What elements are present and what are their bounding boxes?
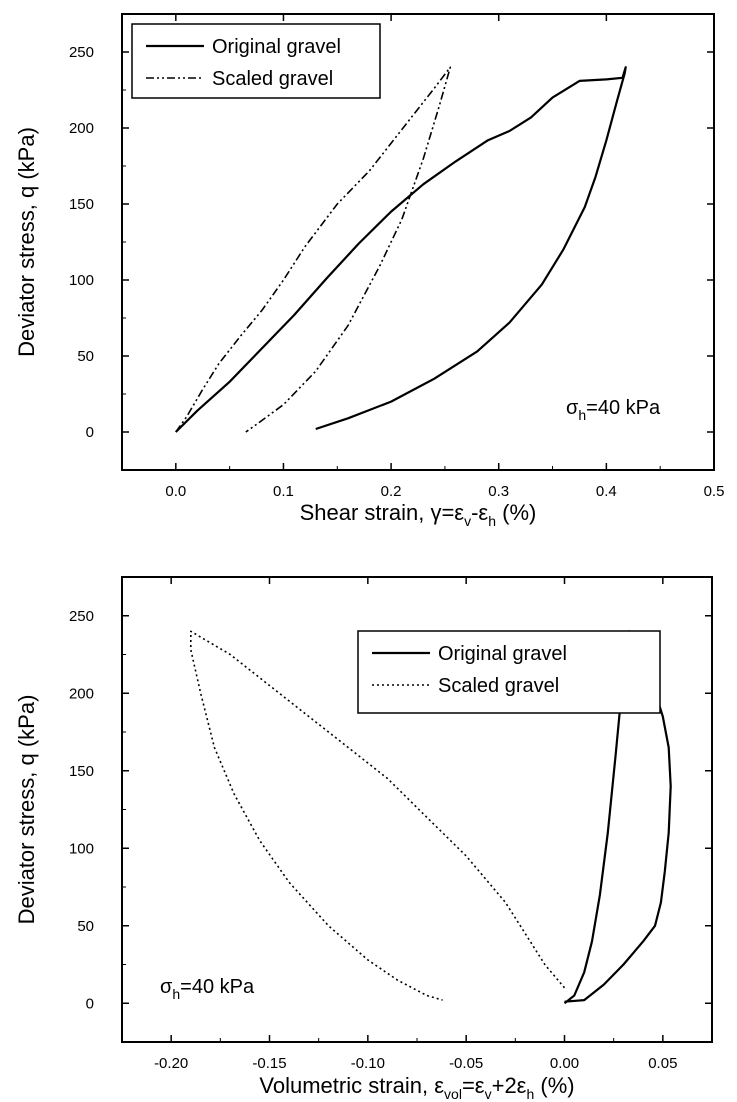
series-line-2 (190, 630, 566, 1001)
y-axis-title: Deviator stress, q (kPa) (14, 127, 39, 357)
x-axis-title-text: +2ε (492, 1073, 527, 1098)
x-tick-label: 0.0 (165, 483, 186, 500)
y-tick-label: 150 (69, 763, 94, 780)
x-axis-title: Shear strain, γ=εv-εh (%) (300, 500, 537, 529)
chart-bottom: -0.20 -0.15 -0.10 -0.05 0.00 0.05 0 50 100 150 200… (14, 576, 713, 1102)
annot-rest: =40 kPa (586, 397, 661, 419)
y-tick-label: 50 (77, 918, 94, 935)
chart-top: 0.0 0.1 0.2 0.3 0.4 0.5 0 50 100 150 200 250 Origina… (14, 13, 725, 529)
legend-box (357, 630, 661, 714)
legend-label-2: Scaled gravel (438, 675, 559, 697)
legend-label-1: Original gravel (438, 643, 567, 665)
x-axis-title-subscript: v (464, 513, 471, 529)
annot-sub: h (172, 986, 180, 1002)
y-axis-title: Deviator stress, q (kPa) (14, 695, 39, 925)
x-tick-label: 0.00 (550, 1055, 579, 1072)
x-axis-title-text: (%) (496, 500, 536, 525)
annot-main: σ (160, 976, 173, 998)
legend-label-2: Scaled gravel (212, 68, 333, 90)
x-tick-label: 0.1 (273, 483, 294, 500)
legend-label-1: Original gravel (212, 36, 341, 58)
x-tick-label: -0.10 (351, 1055, 385, 1072)
series-line-2 (175, 66, 452, 433)
y-tick-label: 100 (69, 272, 94, 289)
chart-bottom-plot: -0.20 -0.15 -0.10 -0.05 0.00 0.05 0 50 100 150 200… (14, 576, 713, 1102)
x-axis-title-text: Shear strain, γ=ε (300, 500, 465, 525)
x-tick-label: 0.05 (648, 1055, 677, 1072)
y-tick-label: 0 (86, 424, 94, 441)
x-axis-title-subscript: v (485, 1086, 492, 1102)
y-tick-label: 250 (69, 44, 94, 61)
y-tick-label: 150 (69, 196, 94, 213)
y-tick-label: 200 (69, 685, 94, 702)
y-tick-label: 250 (69, 608, 94, 625)
x-axis-title-subscript: h (526, 1086, 534, 1102)
x-axis-title-text: =ε (462, 1073, 485, 1098)
y-tick-label: 0 (86, 995, 94, 1012)
x-axis-title-subscript: vol (444, 1086, 462, 1102)
x-tick-label: 0.5 (704, 483, 725, 500)
x-axis-title-text: -ε (471, 500, 488, 525)
x-tick-label: -0.15 (252, 1055, 286, 1072)
x-axis-title-subscript: h (488, 513, 496, 529)
x-tick-label: 0.4 (596, 483, 617, 500)
x-axis-title-text: Volumetric strain, ε (259, 1073, 444, 1098)
annot-sub: h (578, 407, 586, 423)
chart-top-plot: 0.0 0.1 0.2 0.3 0.4 0.5 0 50 100 150 200 250 Origina… (14, 13, 725, 529)
series-line-1 (175, 66, 627, 433)
x-tick-label: -0.20 (154, 1055, 188, 1072)
sigma-annotation: σh=40 kPa (160, 976, 255, 1002)
legend-box (131, 23, 381, 99)
x-axis-title: Volumetric strain, εvol=εv+2εh (%) (259, 1073, 574, 1102)
x-tick-label: 0.2 (381, 483, 402, 500)
x-axis-title-text: (%) (534, 1073, 574, 1098)
y-tick-label: 100 (69, 840, 94, 857)
y-tick-label: 50 (77, 348, 94, 365)
sigma-annotation: σh=40 kPa (566, 397, 661, 423)
y-tick-label: 200 (69, 120, 94, 137)
x-tick-label: 0.3 (488, 483, 509, 500)
annot-rest: =40 kPa (180, 976, 255, 998)
x-tick-label: -0.05 (449, 1055, 483, 1072)
annot-main: σ (566, 397, 579, 419)
